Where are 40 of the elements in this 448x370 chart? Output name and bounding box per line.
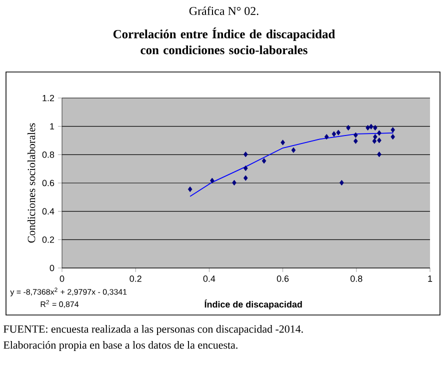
- point: [377, 130, 382, 136]
- y-tick-label: 1: [50, 123, 54, 130]
- point: [390, 127, 395, 133]
- point: [368, 124, 374, 130]
- x-tick-label: 0.4: [203, 276, 216, 282]
- x-tick-label: 1: [428, 276, 432, 282]
- point: [373, 134, 378, 140]
- point: [354, 138, 358, 144]
- y-tick-label: 0.6: [42, 180, 54, 186]
- point: [354, 132, 358, 138]
- x-axis-title: Índice de discapacidad: [204, 300, 302, 310]
- x-tick-label: 0.2: [130, 276, 142, 282]
- y-tick-label: 0: [50, 264, 54, 272]
- point: [336, 130, 341, 136]
- y-tick-label: 0.4: [42, 208, 54, 215]
- point: [243, 175, 248, 181]
- source-note: FUENTE: encuesta realizada a las personas con discapacidad -2014.: [4, 325, 303, 335]
- text: Elaboración propia en base a los datos de la encuesta.: [4, 341, 238, 351]
- point: [377, 138, 382, 144]
- x-tick-label: 0: [60, 276, 64, 282]
- point: [280, 140, 285, 146]
- point: [377, 152, 382, 158]
- point: [243, 152, 248, 158]
- point: [210, 178, 214, 184]
- point: [291, 147, 296, 153]
- y-tick-label: 1.2: [42, 94, 54, 102]
- chart-title: Gráfica N° 02.: [189, 6, 258, 16]
- y-tick-label: 0.8: [42, 151, 54, 158]
- point: [262, 158, 266, 164]
- point: [390, 134, 395, 140]
- x-tick-label: 0.8: [350, 276, 362, 282]
- y-tick-label: 0.2: [42, 236, 54, 243]
- point: [324, 134, 329, 140]
- x-tick-label: 0.6: [276, 276, 289, 282]
- point: [243, 165, 248, 172]
- point: [332, 131, 336, 137]
- point: [188, 186, 192, 192]
- y-axis-title: Condiciones sociolaborales: [27, 123, 36, 243]
- chart-subtitle: Correlación entre Índice de discapacidad con condiciones socio-laborales: [113, 28, 336, 54]
- point: [372, 138, 377, 144]
